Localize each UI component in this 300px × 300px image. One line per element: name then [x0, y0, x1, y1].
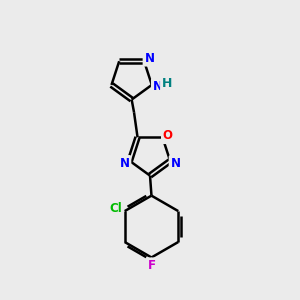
Text: N: N — [153, 80, 163, 93]
Text: N: N — [119, 157, 130, 170]
Text: H: H — [162, 77, 172, 90]
Text: N: N — [144, 52, 154, 65]
Text: Cl: Cl — [110, 202, 122, 215]
Text: N: N — [170, 157, 181, 170]
Text: F: F — [148, 259, 155, 272]
Text: O: O — [163, 129, 173, 142]
